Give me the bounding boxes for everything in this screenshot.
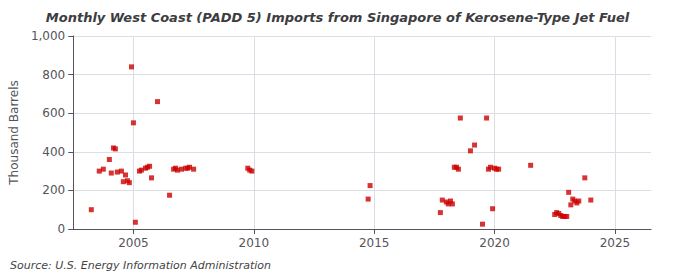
svg-text:200: 200 — [42, 183, 65, 197]
svg-text:Monthly West Coast (PADD 5) Im: Monthly West Coast (PADD 5) Imports from… — [46, 10, 630, 25]
svg-text:600: 600 — [42, 106, 65, 120]
svg-text:2020: 2020 — [479, 236, 510, 250]
svg-text:2010: 2010 — [239, 236, 270, 250]
svg-text:2005: 2005 — [118, 236, 149, 250]
svg-text:Thousand Barrels: Thousand Barrels — [7, 80, 21, 185]
svg-text:1,000: 1,000 — [31, 29, 65, 43]
svg-text:2015: 2015 — [359, 236, 390, 250]
svg-text:Source: U.S. Energy Informatio: Source: U.S. Energy Information Administ… — [10, 259, 271, 272]
svg-text:800: 800 — [42, 68, 65, 82]
svg-text:400: 400 — [42, 145, 65, 159]
svg-text:0: 0 — [58, 222, 66, 236]
svg-text:2025: 2025 — [600, 236, 631, 250]
